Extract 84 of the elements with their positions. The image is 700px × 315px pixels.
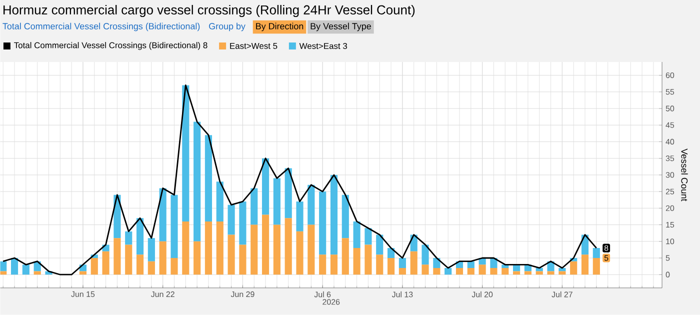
bar — [204, 135, 212, 222]
bar — [308, 224, 315, 275]
bar — [239, 202, 246, 245]
bar — [170, 258, 178, 275]
bar — [90, 258, 98, 275]
bar — [388, 258, 395, 275]
bar — [262, 214, 270, 275]
bar — [296, 231, 304, 275]
bar — [330, 254, 338, 275]
bar — [319, 254, 326, 275]
bar — [296, 202, 304, 232]
bar — [136, 218, 144, 255]
bar — [102, 251, 110, 275]
bar — [125, 244, 132, 275]
bar — [592, 248, 600, 258]
bar — [433, 268, 440, 275]
bar — [410, 251, 418, 275]
bar — [467, 261, 474, 268]
bar — [22, 264, 30, 275]
bar — [388, 248, 395, 258]
bar — [148, 261, 155, 275]
bar — [250, 224, 258, 275]
bar — [10, 258, 18, 275]
bar — [159, 188, 166, 242]
bar — [444, 268, 452, 275]
bar — [273, 178, 280, 225]
bar — [330, 174, 338, 255]
bar — [182, 85, 190, 222]
bar — [364, 228, 372, 245]
bar — [284, 218, 292, 275]
bar — [194, 122, 201, 242]
text: Group by — [209, 22, 246, 32]
bar — [536, 268, 543, 272]
bar — [342, 238, 349, 275]
bar — [182, 222, 190, 275]
bar — [376, 254, 384, 275]
bar — [273, 224, 280, 275]
bar — [0, 261, 7, 272]
text: By Direction — [256, 22, 304, 32]
chart-subtitle: Total Commercial Vessel Crossings (Bidirectional) — [2, 22, 200, 32]
bar — [422, 244, 429, 265]
bar — [125, 231, 132, 245]
bar — [250, 188, 258, 225]
bar — [239, 244, 246, 275]
y-axis-title: Vessel Count — [681, 148, 688, 202]
bar — [114, 238, 121, 275]
bar — [467, 268, 474, 275]
bar — [364, 244, 372, 275]
legend-label: East>West 5 — [230, 43, 278, 49]
bar — [136, 254, 144, 275]
chart-title: Hormuz commercial cargo vessel crossings (Rolling 24Hr Vessel Count) — [4, 5, 415, 18]
bar — [398, 268, 406, 275]
bar — [342, 194, 349, 238]
bar — [228, 234, 235, 275]
bar — [592, 258, 600, 275]
bar — [376, 234, 384, 255]
bar — [308, 184, 315, 225]
text: By Vessel Type — [310, 22, 371, 32]
bar — [502, 268, 509, 275]
bar — [478, 264, 486, 275]
bar — [353, 248, 360, 275]
bar — [319, 192, 326, 255]
legend-label: West>East 3 — [299, 43, 348, 50]
bar — [194, 241, 201, 275]
bar — [204, 222, 212, 275]
bar — [148, 238, 155, 262]
bar — [228, 204, 235, 235]
bar — [422, 264, 429, 275]
bar — [159, 241, 166, 275]
bar — [262, 158, 270, 215]
bar — [490, 268, 498, 275]
bar — [547, 271, 554, 275]
bar — [558, 268, 566, 272]
bar — [216, 222, 224, 275]
bar — [433, 258, 440, 268]
bar — [353, 222, 360, 248]
bar — [170, 194, 178, 258]
bar — [570, 261, 578, 275]
bar — [398, 258, 406, 268]
legend-label: Total Commercial Vessel Crossings (Bidirectional) 8 — [14, 42, 208, 50]
bar — [284, 168, 292, 218]
bar — [581, 254, 589, 275]
bar — [456, 268, 464, 275]
bar — [216, 182, 224, 222]
